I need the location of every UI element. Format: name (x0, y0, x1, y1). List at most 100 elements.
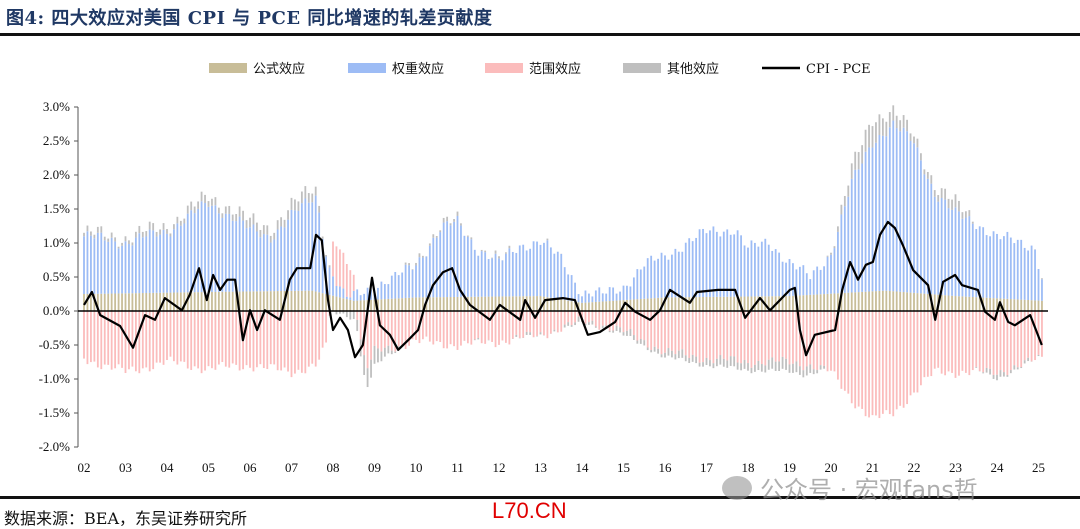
bar-segment (498, 311, 500, 345)
bar-segment (207, 201, 210, 207)
bar-segment (681, 297, 684, 311)
bar-segment (380, 311, 383, 352)
bar-segment (868, 124, 870, 148)
bar-segment (200, 292, 203, 311)
bar-segment (958, 200, 960, 212)
bar-segment (812, 294, 815, 311)
bar-segment (664, 352, 666, 358)
bar-segment (408, 265, 410, 298)
y-tick-label: -2.0% (39, 439, 71, 454)
bar-segment (501, 260, 504, 297)
bar-segment (857, 292, 860, 311)
bar-segment (830, 252, 832, 255)
bar-segment (1041, 311, 1043, 357)
bar-segment (252, 291, 255, 311)
bar-segment (674, 311, 677, 355)
bar-segment (643, 311, 646, 341)
bar-segment (373, 345, 376, 364)
bar-segment (446, 297, 449, 311)
bar-segment (252, 213, 255, 225)
bar-segment (491, 296, 493, 311)
bar-segment (978, 297, 981, 311)
bar-segment (390, 350, 393, 355)
bar-segment (771, 250, 774, 297)
bar-segment (830, 293, 832, 311)
bar-segment (529, 248, 532, 297)
bar-segment (456, 311, 459, 350)
bar-segment (926, 293, 929, 311)
bar-segment (1030, 245, 1033, 301)
bar-segment (238, 311, 241, 371)
bar-segment (719, 355, 722, 365)
bar-segment (345, 296, 348, 300)
bar-segment (653, 346, 656, 352)
bar-segment (933, 294, 936, 311)
bar-segment (387, 298, 390, 311)
x-tick-label: 19 (783, 460, 796, 475)
bar-segment (145, 231, 148, 237)
bar-segment (418, 257, 421, 298)
bar-segment (843, 311, 846, 391)
bar-segment (128, 293, 130, 311)
bar-segment (345, 299, 348, 311)
bar-segment (193, 292, 196, 311)
bar-segment (280, 311, 283, 371)
bar-segment (349, 297, 352, 300)
y-tick-label: 0.0% (43, 303, 70, 318)
bar-segment (868, 311, 870, 418)
bar-segment (608, 330, 611, 333)
bar-segment (788, 296, 791, 311)
bar-segment (837, 311, 839, 380)
bar-segment (622, 311, 625, 333)
bar-segment (287, 210, 289, 220)
bar-segment (594, 290, 597, 302)
bar-segment (909, 133, 912, 141)
bar-segment (83, 232, 85, 237)
bar-segment (591, 311, 594, 321)
bar-segment (885, 311, 888, 411)
bar-segment (878, 290, 881, 311)
bar-segment (937, 195, 940, 202)
bar-segment (733, 296, 736, 311)
bar-segment (100, 311, 103, 370)
bar-segment (567, 322, 570, 326)
bar-segment (702, 311, 704, 363)
bar-segment (712, 226, 715, 297)
bar-segment (712, 311, 715, 364)
bar-segment (612, 311, 615, 331)
bar-segment (1027, 311, 1030, 358)
bar-segment (217, 207, 220, 214)
bar-segment (760, 311, 763, 365)
bar-segment (646, 311, 649, 348)
bar-segment (709, 360, 711, 367)
bar-segment (677, 311, 680, 351)
bar-segment (401, 298, 404, 311)
bar-segment (584, 323, 587, 326)
bar-segment (1009, 370, 1012, 374)
bar-segment (1023, 247, 1026, 300)
bar-segment (933, 196, 936, 295)
bar-segment (643, 298, 646, 311)
bar-segment (964, 211, 967, 218)
bar-segment (577, 311, 580, 317)
bar-segment (86, 293, 89, 311)
bar-segment (494, 296, 497, 311)
bar-segment (148, 221, 151, 230)
bar-segment (906, 119, 908, 132)
bar-segment (518, 311, 521, 339)
bar-segment (418, 297, 421, 311)
bar-segment (577, 302, 580, 311)
bar-segment (875, 122, 877, 143)
bar-segment (117, 248, 120, 294)
bar-segment (992, 374, 995, 379)
y-tick-label: 1.5% (43, 201, 70, 216)
bar-segment (363, 355, 366, 375)
x-tick-label: 07 (285, 460, 299, 475)
bar-segment (238, 206, 241, 217)
x-tick-label: 14 (576, 460, 590, 475)
bar-segment (975, 229, 978, 298)
bar-segment (622, 332, 625, 336)
bar-segment (930, 175, 933, 184)
bar-segment (601, 325, 604, 329)
bar-segment (508, 311, 511, 345)
